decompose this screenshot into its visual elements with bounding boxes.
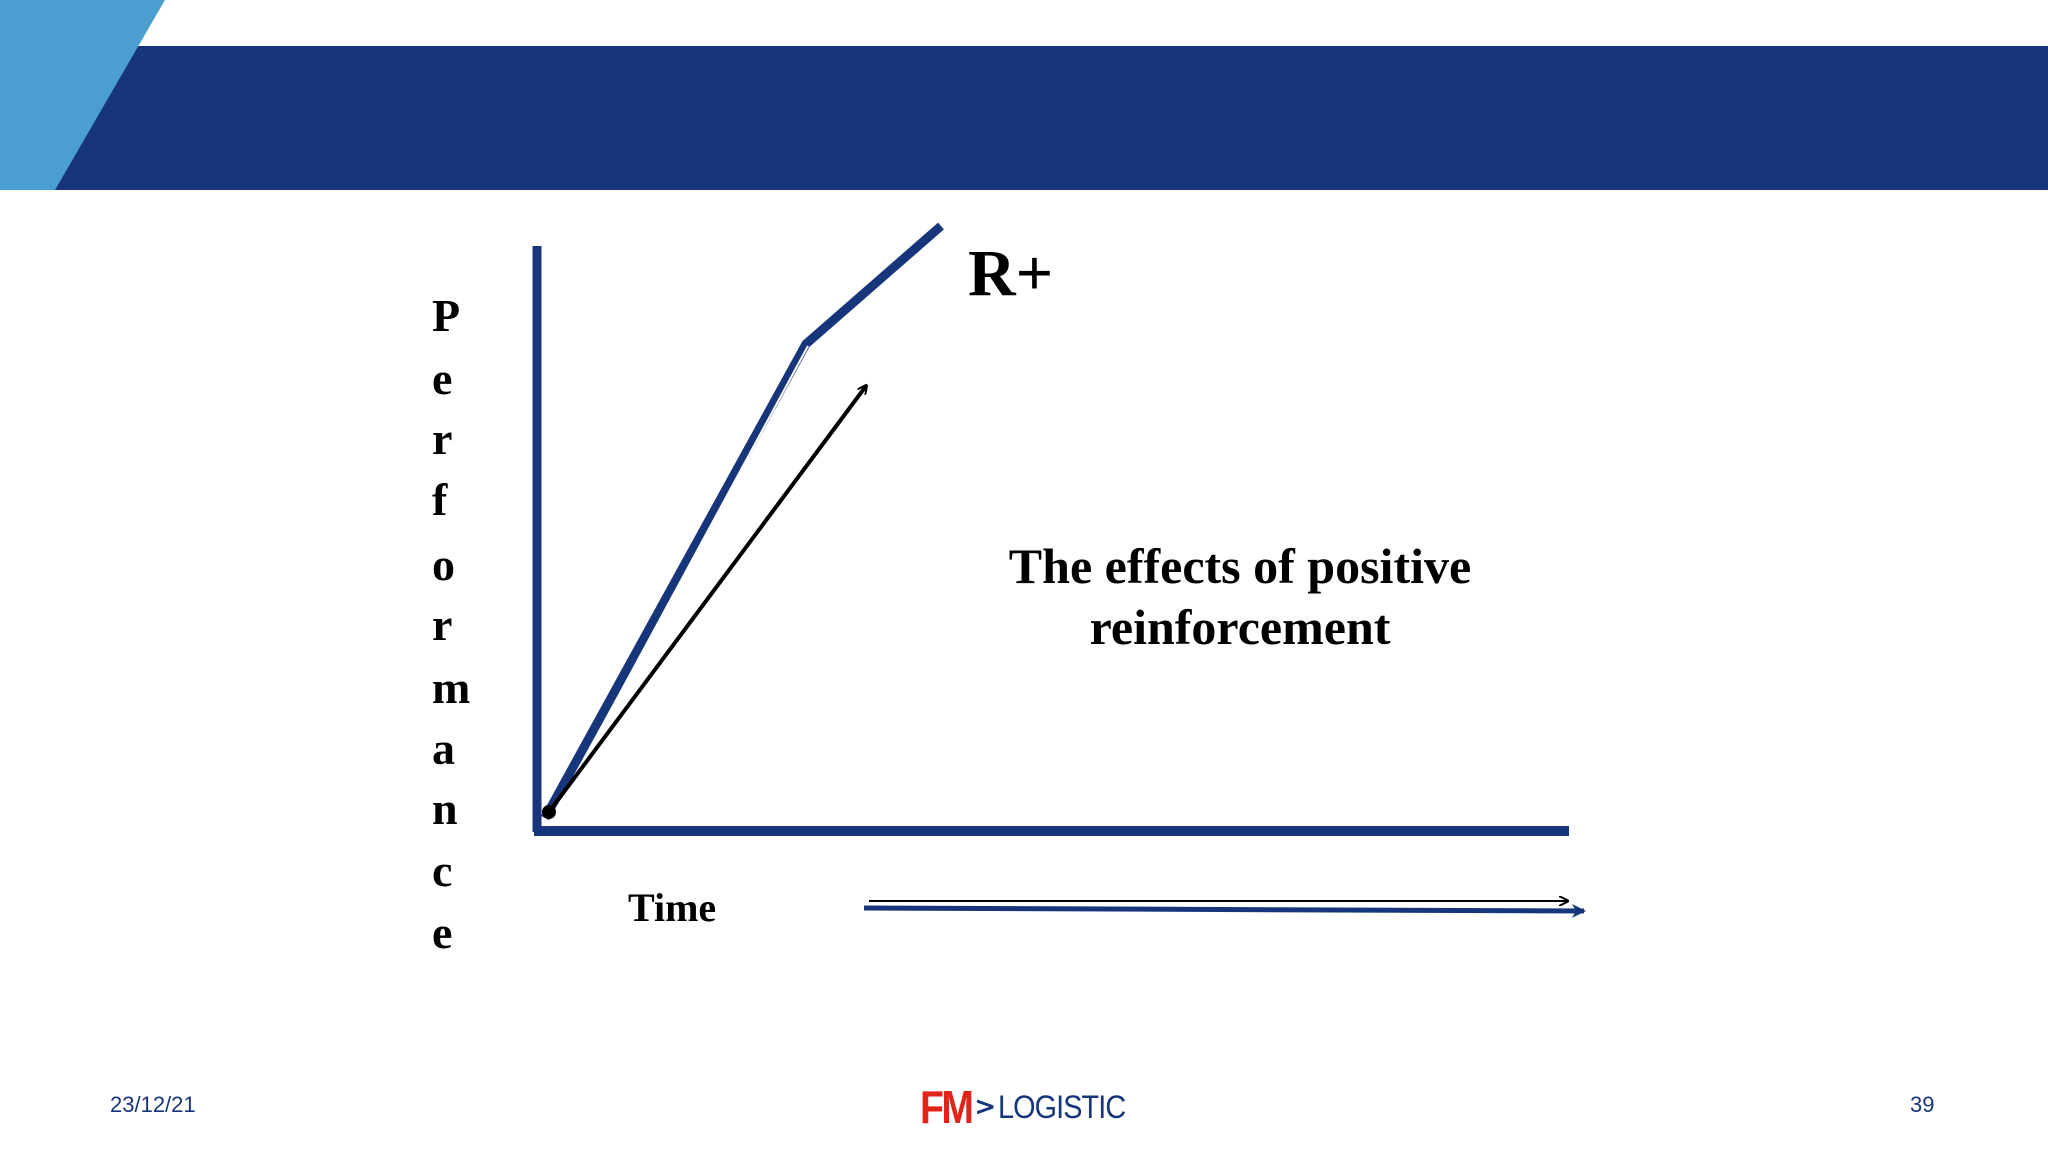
page-number: 39: [1910, 1092, 1935, 1117]
y-axis-label-letter: f: [432, 474, 448, 525]
time-arrow-navy: [863, 903, 1586, 918]
y-axis-label-letter: m: [432, 662, 471, 713]
trend-arrow: [547, 386, 866, 814]
header-accent-shape: [0, 0, 165, 190]
y-axis-label-letter: o: [432, 539, 455, 590]
origin-point: [542, 805, 556, 819]
curve-label: R+: [968, 237, 1054, 310]
y-axis-label-letter: n: [432, 783, 458, 834]
reinforcement-curve: [541, 222, 944, 821]
y-axis-label-letter: r: [432, 599, 453, 650]
x-axis-label: Time: [628, 885, 717, 930]
caption-line-2: reinforcement: [1089, 599, 1391, 655]
footer-date: 23/12/21: [110, 1092, 196, 1117]
y-axis-label-letter: a: [432, 723, 455, 774]
header-band: [0, 46, 2048, 190]
slide-caption: The effects of positive reinforcement: [940, 536, 1540, 658]
y-axis-label-letter: e: [432, 353, 453, 404]
y-axis-label-letter: r: [432, 413, 453, 464]
caption-line-1: The effects of positive: [1008, 538, 1472, 594]
y-axis-label-letter: c: [432, 845, 453, 896]
logo-fm-mark: FM: [920, 1081, 974, 1133]
y-axis-label-letter: P: [432, 290, 461, 341]
logo-wordmark: LOGISTIC: [998, 1088, 1126, 1125]
fm-logistic-logo: FM > LOGISTIC: [920, 1082, 1140, 1132]
logo-arrow-icon: >: [974, 1092, 997, 1122]
curve-inner-arrow: [547, 345, 809, 827]
y-axis-label-letter: e: [432, 907, 453, 958]
